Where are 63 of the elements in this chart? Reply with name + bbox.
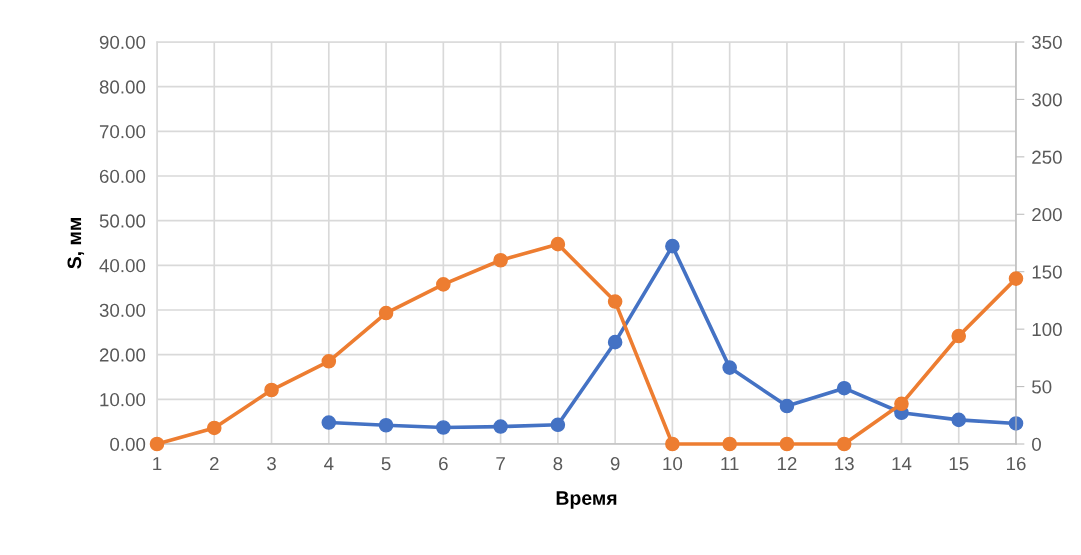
- x-tick-label: 8: [553, 457, 563, 471]
- y2-tick-label: 100: [1032, 322, 1062, 337]
- y2-tick-label: 200: [1032, 207, 1062, 222]
- point: [951, 412, 967, 428]
- y-tick-label: 70.00: [99, 125, 146, 139]
- point: [607, 294, 623, 309]
- x-tick-label: 6: [439, 457, 448, 471]
- point: [836, 380, 852, 396]
- y-tick-label: 60.00: [99, 169, 146, 183]
- point: [722, 360, 737, 375]
- x-tick-label: 13: [835, 457, 854, 471]
- x-tick-label: 14: [892, 457, 912, 471]
- y2-tick-label: 250: [1032, 150, 1062, 164]
- point: [321, 354, 337, 369]
- point: [206, 420, 222, 436]
- point: [264, 382, 279, 398]
- y-axis-title: S, мм: [67, 218, 85, 269]
- y-tick-label: 20.00: [99, 348, 146, 362]
- y-tick-label: 40.00: [99, 259, 146, 273]
- y-tick-label: 80.00: [99, 80, 146, 94]
- y2-tick-label: 0: [1032, 437, 1041, 451]
- point: [665, 436, 680, 452]
- point: [321, 415, 337, 430]
- x-tick-label: 15: [949, 457, 969, 471]
- point: [836, 436, 852, 452]
- point: [665, 238, 680, 254]
- y-tick-label: 10.00: [100, 393, 146, 407]
- x-tick-label: 4: [324, 457, 334, 471]
- x-axis-title: Время: [556, 491, 617, 509]
- point: [493, 419, 508, 434]
- x-tick-label: 7: [496, 457, 505, 471]
- point: [378, 417, 394, 433]
- y2-tick-label: 350: [1031, 35, 1062, 49]
- y-tick-label: 30.00: [99, 303, 146, 317]
- x-tick-label: 10: [663, 457, 683, 471]
- y-tick-label: 50.00: [99, 214, 146, 228]
- x-tick-label: 2: [210, 457, 219, 471]
- point: [607, 334, 623, 350]
- point: [493, 252, 508, 268]
- point: [149, 436, 165, 452]
- y-tick-label: 0.00: [110, 437, 146, 451]
- point: [436, 420, 451, 435]
- y2-tick-label: 50: [1032, 380, 1052, 394]
- x-tick-label: 5: [381, 457, 391, 471]
- x-tick-label: 1: [153, 457, 162, 471]
- x-tick-label: 16: [1007, 457, 1026, 471]
- point: [779, 398, 795, 414]
- x-tick-label: 12: [777, 457, 797, 471]
- y2-tick-label: 300: [1031, 93, 1062, 107]
- x-tick-label: 3: [267, 457, 276, 471]
- point: [378, 305, 394, 321]
- point: [779, 436, 795, 452]
- point: [1008, 271, 1024, 286]
- point: [894, 396, 909, 412]
- x-tick-label: 11: [721, 457, 739, 471]
- point: [550, 417, 566, 433]
- y-tick-label: 90.00: [99, 35, 146, 49]
- point: [436, 277, 451, 292]
- point: [722, 436, 737, 452]
- point: [550, 236, 566, 252]
- y2-tick-label: 150: [1032, 265, 1062, 279]
- point: [951, 328, 967, 344]
- x-tick-label: 9: [610, 457, 620, 471]
